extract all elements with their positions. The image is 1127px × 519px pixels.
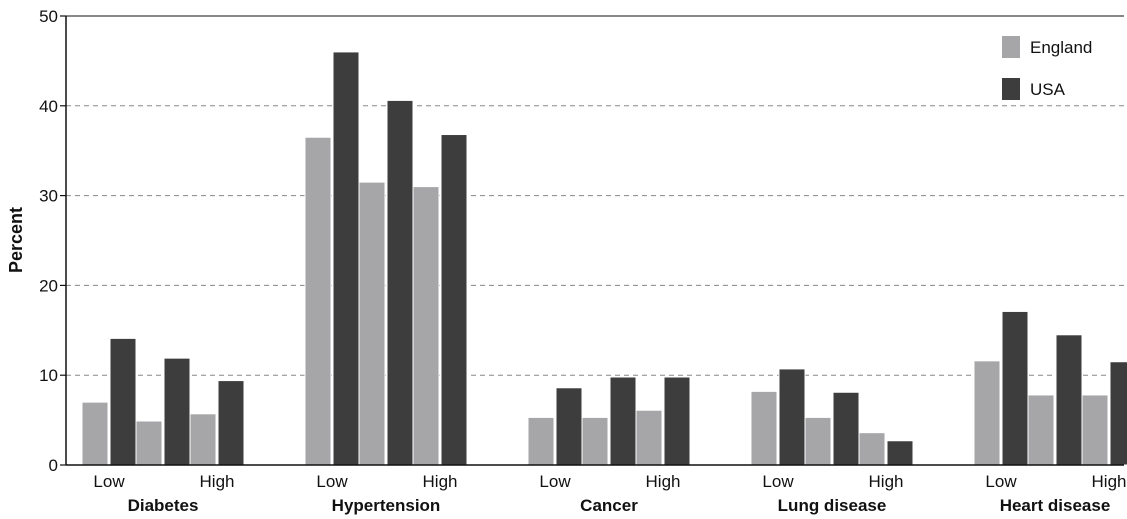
x-tick-label: High <box>423 472 458 491</box>
bar-usa <box>386 99 414 466</box>
bar-england <box>581 416 609 466</box>
bar-england <box>358 181 386 466</box>
bar-usa <box>163 357 191 466</box>
group-label: Cancer <box>580 496 638 515</box>
x-tick-label: High <box>869 472 904 491</box>
y-tick-label: 50 <box>39 7 58 26</box>
bar-england <box>81 401 109 466</box>
y-tick-label: 30 <box>39 187 58 206</box>
group-label: Heart disease <box>1000 496 1111 515</box>
bar-england <box>804 416 832 466</box>
x-tick-label: Low <box>762 472 794 491</box>
x-tick-label: High <box>1092 472 1127 491</box>
group-label: Hypertension <box>332 496 441 515</box>
bar-usa <box>1001 310 1029 466</box>
legend-swatch <box>1002 78 1020 100</box>
bar-england <box>189 413 217 466</box>
bar-england <box>635 409 663 466</box>
bar-england <box>412 186 440 466</box>
legend: England USA <box>1002 36 1092 100</box>
bar-england <box>135 420 163 466</box>
bar-england <box>527 416 555 466</box>
x-tick-label: Low <box>539 472 571 491</box>
x-tick-label: High <box>646 472 681 491</box>
bar-usa <box>555 387 583 466</box>
y-tick-label: 40 <box>39 97 58 116</box>
x-tick-label: Low <box>93 472 125 491</box>
bar-england <box>1027 394 1055 466</box>
bar-england <box>1081 394 1109 466</box>
bar-usa <box>1109 361 1127 466</box>
group-label: Diabetes <box>128 496 199 515</box>
bar-usa <box>440 134 468 466</box>
x-tick-label: High <box>200 472 235 491</box>
bar-usa <box>832 391 860 466</box>
y-tick-label: 0 <box>49 456 58 475</box>
bar-usa <box>217 380 245 466</box>
legend-label: USA <box>1030 80 1066 99</box>
bar-england <box>304 136 332 466</box>
bar-usa <box>609 376 637 466</box>
bar-england <box>750 390 778 466</box>
axes <box>65 15 1124 466</box>
x-tick-label: Low <box>316 472 348 491</box>
y-tick-label: 10 <box>39 366 58 385</box>
y-tick-labels: 0 10 20 30 40 50 <box>39 7 66 475</box>
legend-swatch <box>1002 36 1020 58</box>
legend-label: England <box>1030 38 1092 57</box>
x-tick-label: Low <box>985 472 1017 491</box>
bar-england <box>973 360 1001 466</box>
bar-usa <box>886 440 914 466</box>
gridlines <box>66 105 1124 376</box>
bar-usa <box>1055 334 1083 466</box>
y-tick-label: 20 <box>39 276 58 295</box>
bar-usa <box>663 376 691 466</box>
bar-usa <box>109 337 137 466</box>
bar-usa <box>332 51 360 466</box>
bar-usa <box>778 368 806 466</box>
bar-england <box>858 432 886 466</box>
group-label: Lung disease <box>778 496 887 515</box>
bars <box>81 51 1127 466</box>
y-axis-title: Percent <box>6 207 26 273</box>
